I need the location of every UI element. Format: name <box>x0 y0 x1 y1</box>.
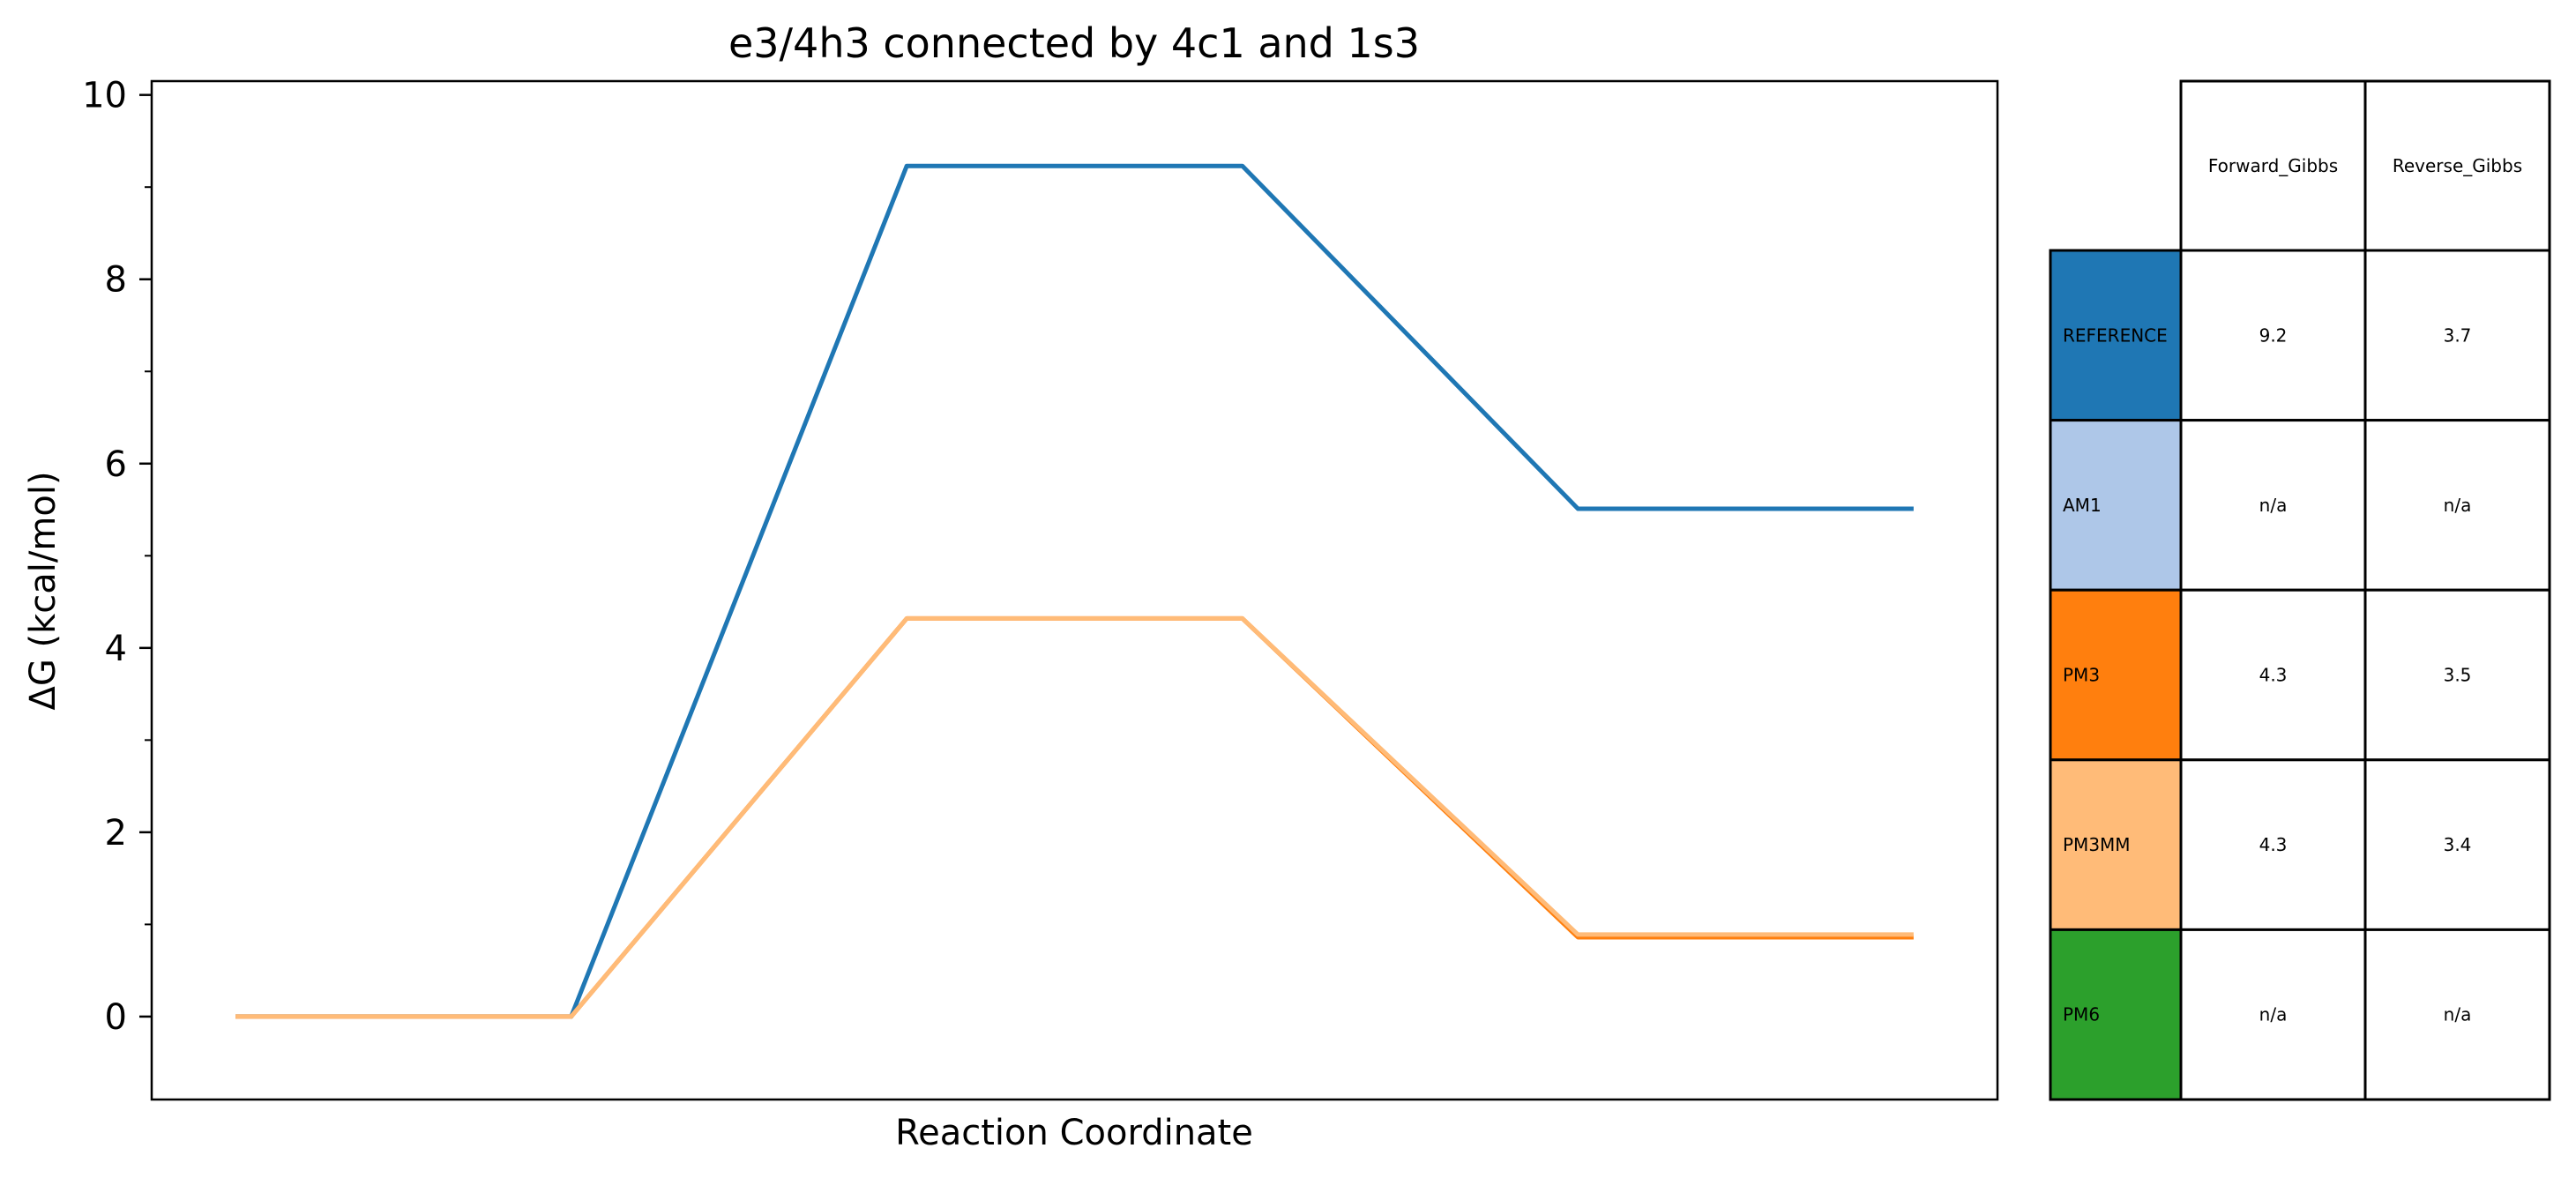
table-row-label-cell <box>2049 758 2183 931</box>
table-cell <box>2179 249 2367 422</box>
table-cell <box>2179 928 2367 1101</box>
y-tick-label: 2 <box>105 813 127 854</box>
x-axis-label: Reaction Coordinate <box>895 1113 1253 1153</box>
y-axis: 0 2 4 6 8 10 <box>82 76 152 1038</box>
table-cell <box>2179 758 2367 931</box>
table-cell-value: n/a <box>2444 1004 2472 1025</box>
table-column-header: Reverse_Gibbs <box>2393 155 2522 176</box>
table-cell <box>2363 419 2551 592</box>
table-cell <box>2179 419 2367 592</box>
table-cell <box>2363 928 2551 1101</box>
data-table: Forward_Gibbs Reverse_Gibbs REFERENCE 9.2 3.… <box>2049 79 2551 1101</box>
table-cell <box>2363 758 2551 931</box>
table-cell-value: n/a <box>2259 495 2288 516</box>
table-cell-value: n/a <box>2259 1004 2288 1025</box>
table-cell-value: 4.3 <box>2259 834 2288 855</box>
series-line-reference <box>235 163 1914 1019</box>
table-header-cell <box>2179 79 2367 252</box>
y-tick-label: 4 <box>105 629 127 669</box>
table-cell-value: 9.2 <box>2259 324 2288 346</box>
series-line-pm3mm <box>235 615 1914 1019</box>
chart-title: e3/4h3 connected by 4c1 and 1s3 <box>728 19 1420 67</box>
table-cell <box>2363 249 2551 422</box>
plot-frame <box>150 79 1999 1101</box>
y-axis-label: ΔG (kcal/mol) <box>23 471 63 710</box>
series-group <box>235 163 1914 1019</box>
y-tick-label: 8 <box>105 260 127 301</box>
table-row-label-cell <box>2049 588 2183 762</box>
table-column-header: Forward_Gibbs <box>2208 155 2338 176</box>
table-row-label-cell <box>2049 419 2183 592</box>
table-row-label-cell <box>2049 928 2183 1101</box>
table-header-cell <box>2363 79 2551 252</box>
table-cell-value: 4.3 <box>2259 665 2288 686</box>
y-tick-label: 10 <box>82 76 127 116</box>
table-cell-value: 3.4 <box>2444 834 2472 855</box>
y-tick-label: 6 <box>105 444 127 485</box>
table-row-label: REFERENCE <box>2063 324 2168 346</box>
table-cell <box>2363 588 2551 762</box>
table-cell <box>2179 588 2367 762</box>
table-row-label: PM6 <box>2063 1004 2100 1025</box>
y-tick-label: 0 <box>105 997 127 1038</box>
table-cell-value: 3.5 <box>2444 665 2472 686</box>
series-line-pm3 <box>235 615 1914 1019</box>
table-row-label: PM3 <box>2063 665 2100 686</box>
table-cell-value: n/a <box>2444 495 2472 516</box>
table-row-label: PM3MM <box>2063 834 2131 855</box>
table-row-label: AM1 <box>2063 495 2102 516</box>
table-cell-value: 3.7 <box>2444 324 2472 346</box>
